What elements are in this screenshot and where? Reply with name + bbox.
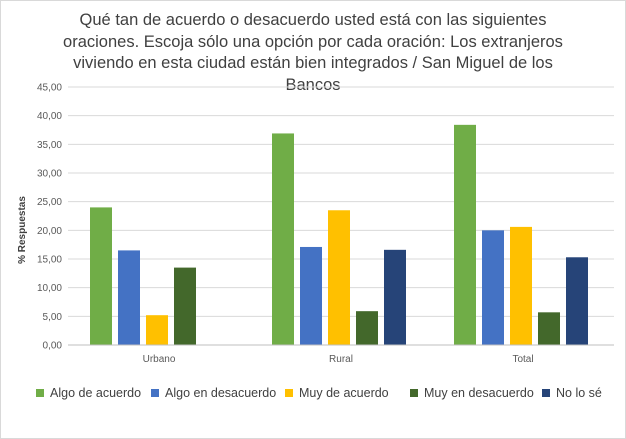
x-tick-label: Urbano	[143, 354, 176, 365]
chart-title: Qué tan de acuerdo o desacuerdo usted es…	[60, 10, 566, 96]
bars	[90, 124, 588, 345]
chart-title-line: Qué tan de acuerdo o desacuerdo usted es…	[79, 11, 547, 29]
y-tick-label: 20,00	[37, 226, 62, 237]
y-tick-label: 10,00	[37, 283, 62, 294]
legend-label: No lo sé	[556, 386, 602, 400]
bar	[384, 249, 406, 345]
bar	[328, 210, 350, 345]
bar	[272, 133, 294, 345]
y-tick-label: 45,00	[37, 83, 62, 94]
legend-swatch	[36, 389, 44, 397]
legend-item: No lo sé	[542, 386, 602, 400]
legend-item: Algo de acuerdo	[36, 386, 141, 400]
legend-label: Algo en desacuerdo	[165, 386, 277, 400]
legend: Algo de acuerdo Algo en desacuerdo Muy de …	[0, 386, 626, 404]
legend-label: Muy de acuerdo	[299, 386, 389, 400]
legend-swatch	[285, 389, 293, 397]
bar	[356, 311, 378, 345]
bar	[510, 226, 532, 345]
chart-title-line: Bancos	[285, 75, 341, 94]
chart-title-line: oraciones. Escoja sólo una opción por ca…	[63, 32, 563, 51]
y-tick-label: 30,00	[37, 169, 62, 180]
x-tick-label: Rural	[329, 354, 353, 365]
y-tick-label: 35,00	[37, 140, 62, 151]
legend-label: Muy en desacuerdo	[424, 386, 534, 400]
legend-label: Algo de acuerdo	[50, 386, 142, 400]
legend-item: Muy en desacuerdo	[410, 386, 534, 400]
bar	[482, 230, 504, 345]
legend-item: Algo en desacuerdo	[151, 386, 276, 400]
bar	[566, 257, 588, 345]
y-tick-label: 15,00	[37, 255, 62, 266]
y-tick-label: 25,00	[37, 197, 62, 208]
bar	[146, 315, 168, 345]
bar	[300, 246, 322, 345]
y-axis-label: % Respuestas	[17, 196, 28, 264]
legend-item: Muy de acuerdo	[285, 386, 389, 400]
legend-swatch	[542, 389, 550, 397]
bar	[118, 250, 140, 345]
bar	[454, 124, 476, 345]
legend-swatch	[151, 389, 159, 397]
y-tick-label: 5,00	[43, 312, 63, 323]
legend-swatch	[410, 389, 418, 397]
y-tick-label: 0,00	[43, 341, 63, 352]
chart-title-line: viviendo en esta ciudad están bien integ…	[73, 54, 553, 72]
axes: 0,00 5,00 10,00 15,00 20,00 25,00 30,00 35,00 40…	[37, 83, 614, 365]
bar	[174, 267, 196, 345]
bar	[538, 312, 560, 345]
bar	[90, 207, 112, 345]
x-tick-label: Total	[512, 354, 533, 365]
y-tick-label: 40,00	[37, 111, 62, 122]
